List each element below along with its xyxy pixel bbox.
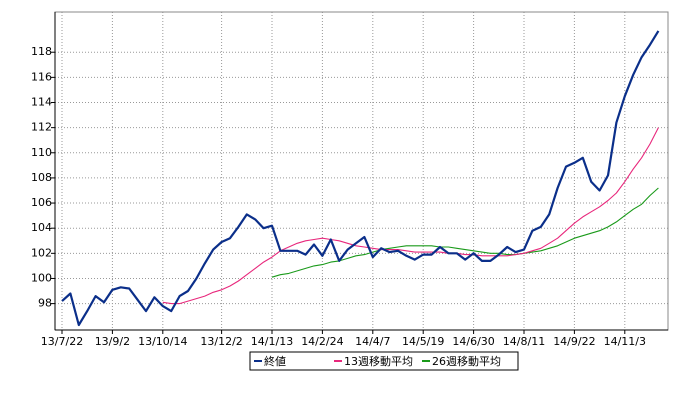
legend-box	[249, 351, 519, 371]
legend-label: 26週移動平均	[432, 354, 501, 368]
x-tick-label: 14/9/22	[553, 335, 595, 348]
x-tick-label: 14/2/24	[301, 335, 343, 348]
y-tick-label: 112	[31, 121, 52, 134]
x-tick-label: 13/10/14	[138, 335, 187, 348]
series-line	[61, 30, 660, 327]
legend-label: 終値	[264, 354, 286, 368]
x-tick-label: 13/12/2	[200, 335, 242, 348]
y-tick-label: 98	[38, 297, 52, 310]
y-tick-label: 114	[31, 95, 52, 108]
y-tick-label: 104	[31, 221, 52, 234]
x-tick-label: 13/9/2	[95, 335, 130, 348]
x-tick-label: 14/8/11	[503, 335, 545, 348]
x-tick-label: 14/6/30	[452, 335, 494, 348]
x-tick-label: 14/5/19	[402, 335, 444, 348]
legend-label: 13週移動平均	[344, 354, 413, 368]
x-tick-label: 13/7/22	[41, 335, 83, 348]
y-tick-label: 108	[31, 171, 52, 184]
y-tick-label: 116	[31, 70, 52, 83]
x-tick-label: 14/11/3	[604, 335, 646, 348]
legend: 終値 13週移動平均 26週移動平均	[249, 351, 519, 371]
y-tick-label: 100	[31, 271, 52, 284]
x-tick-label: 14/4/7	[355, 335, 390, 348]
series-line	[271, 187, 659, 278]
y-tick-label: 106	[31, 196, 52, 209]
x-tick-label: 14/1/13	[251, 335, 293, 348]
y-tick-label: 118	[31, 45, 52, 58]
y-tick-label: 110	[31, 146, 52, 159]
y-tick-label: 102	[31, 246, 52, 259]
series-line	[162, 127, 659, 305]
